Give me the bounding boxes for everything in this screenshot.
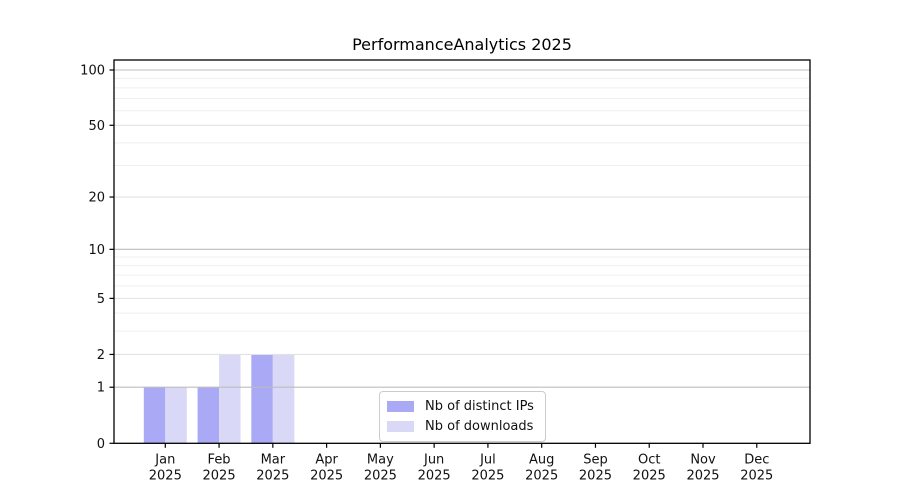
x-tick-label-year-oct: 2025 [633, 468, 666, 483]
legend-swatch-distinct-ips [387, 400, 414, 412]
y-tick-label-2: 2 [97, 348, 105, 363]
x-tick-label-year-nov: 2025 [686, 468, 719, 483]
bar-series0-month2 [197, 387, 220, 444]
x-tick-label-month-sep: Sep [583, 452, 608, 467]
y-tick-label-0: 0 [97, 437, 105, 452]
x-tick-label-month-oct: Oct [638, 452, 660, 467]
bar-series1-month3 [272, 354, 295, 444]
x-tick-label-year-jun: 2025 [418, 468, 451, 483]
chart-title: PerformanceAnalytics 2025 [352, 35, 572, 54]
x-tick-label-year-dec: 2025 [740, 468, 773, 483]
legend-item-downloads: Nb of downloads [387, 416, 536, 436]
bar-series1-month2 [219, 354, 241, 444]
x-tick-label-month-mar: Mar [261, 452, 286, 467]
x-tick-label-year-sep: 2025 [579, 468, 612, 483]
y-tick-label-1: 1 [97, 381, 105, 396]
y-tick-label-100: 100 [80, 64, 105, 79]
legend-label-downloads: Nb of downloads [425, 418, 534, 434]
bar-series0-month1 [143, 387, 166, 444]
legend-label-distinct-ips: Nb of distinct IPs [425, 398, 534, 414]
x-tick-label-month-nov: Nov [690, 452, 716, 467]
y-tick-label-50: 50 [88, 119, 105, 134]
x-tick-label-year-feb: 2025 [203, 468, 236, 483]
legend-swatch-downloads [387, 420, 414, 432]
x-tick-label-month-may: May [367, 452, 394, 467]
legend: Nb of distinct IPs Nb of downloads [379, 391, 546, 442]
x-tick-label-year-mar: 2025 [256, 468, 289, 483]
plot-frame [113, 59, 811, 444]
y-tick-label-5: 5 [97, 292, 105, 307]
legend-item-distinct-ips: Nb of distinct IPs [387, 396, 536, 416]
x-tick-label-year-jan: 2025 [149, 468, 182, 483]
x-tick-label-month-apr: Apr [315, 452, 338, 467]
y-tick-label-20: 20 [88, 191, 105, 206]
x-tick-label-month-dec: Dec [744, 452, 769, 467]
x-tick-label-month-jul: Jul [479, 452, 496, 467]
x-tick-label-month-jan: Jan [154, 452, 175, 467]
x-tick-label-month-aug: Aug [529, 452, 554, 467]
bar-series0-month3 [251, 354, 273, 444]
x-tick-label-month-jun: Jun [423, 452, 444, 467]
x-tick-label-month-feb: Feb [208, 452, 231, 467]
x-tick-label-year-apr: 2025 [310, 468, 343, 483]
bar-series1-month1 [165, 387, 187, 444]
x-tick-label-year-aug: 2025 [525, 468, 558, 483]
x-tick-label-year-jul: 2025 [471, 468, 504, 483]
y-tick-label-10: 10 [88, 243, 105, 258]
x-tick-label-year-may: 2025 [364, 468, 397, 483]
